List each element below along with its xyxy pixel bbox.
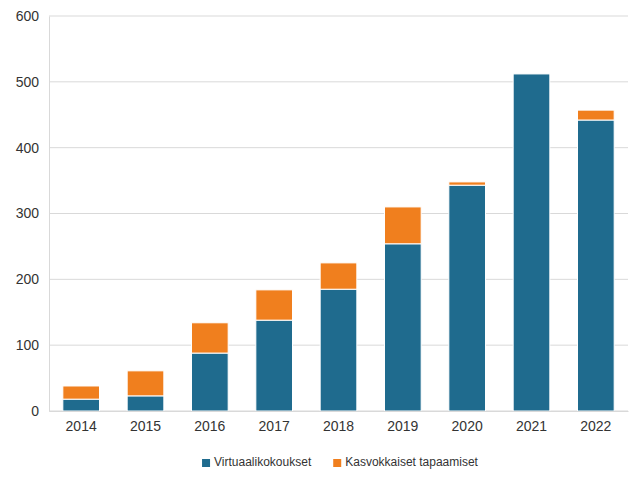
x-tick-label: 2014 [66,418,97,434]
y-axis-line [49,17,50,412]
x-tick-label: 2015 [130,418,161,434]
bar [449,185,486,411]
series [63,110,614,399]
plot-area [63,74,614,411]
bar [127,371,164,396]
x-tick: 2016 [194,411,225,434]
x-tick-label: 2017 [259,418,290,434]
legend-swatch [333,459,341,467]
grid-line [49,16,628,17]
grid [49,16,628,411]
y-axis: 0 100 200 300 400 500 600 [16,8,50,419]
x-tick: 2021 [516,411,547,434]
y-tick: 500 [16,74,49,90]
legend-label: Kasvokkaiset tapaamiset [345,455,478,469]
y-tick-label: 500 [16,74,40,90]
y-tick: 200 [16,271,49,287]
x-tick: 2015 [130,411,161,434]
bar [384,207,421,244]
bar [384,244,421,411]
bar [191,323,228,353]
x-tick: 2017 [259,411,290,434]
y-tick: 100 [16,337,49,353]
bar [513,73,550,74]
x-axis: 2014 2015 2016 2017 2018 2019 2020 2021 2022 [50,411,629,434]
bar [256,320,293,411]
y-tick: 300 [16,205,49,221]
bar [191,353,228,411]
x-tick-label: 2018 [323,418,354,434]
x-axis-line [50,411,629,412]
bar [577,120,614,411]
x-tick: 2019 [387,411,418,434]
bar [63,399,100,411]
legend-swatch [202,459,210,467]
series [63,74,614,411]
bar [127,396,164,411]
y-tick-label: 200 [16,271,40,287]
y-tick-label: 0 [31,403,39,419]
bar [577,110,614,120]
bar [449,182,486,185]
x-tick-label: 2016 [194,418,225,434]
y-tick-label: 400 [16,140,40,156]
legend-item: Virtuaalikokoukset [202,455,312,469]
y-tick-label: 600 [16,8,40,24]
x-tick-label: 2022 [580,418,611,434]
bar [256,290,293,320]
x-tick: 2018 [323,411,354,434]
bar [513,74,550,411]
x-tick-label: 2019 [387,418,418,434]
x-tick: 2020 [452,411,483,434]
legend-item: Kasvokkaiset tapaamiset [333,455,478,469]
bar [63,386,100,399]
y-tick: 0 [31,403,49,419]
y-tick-label: 100 [16,337,40,353]
bar [320,289,357,411]
x-tick-label: 2021 [516,418,547,434]
y-tick-label: 300 [16,205,40,221]
bar [320,263,357,289]
x-tick: 2014 [66,411,97,434]
legend-label: Virtuaalikokoukset [214,455,312,469]
x-tick: 2022 [580,411,611,434]
y-tick: 400 [16,140,49,156]
x-tick-label: 2020 [452,418,483,434]
legend: Virtuaalikokoukset Kasvokkaiset tapaamise… [202,455,479,469]
y-tick: 600 [16,8,49,24]
